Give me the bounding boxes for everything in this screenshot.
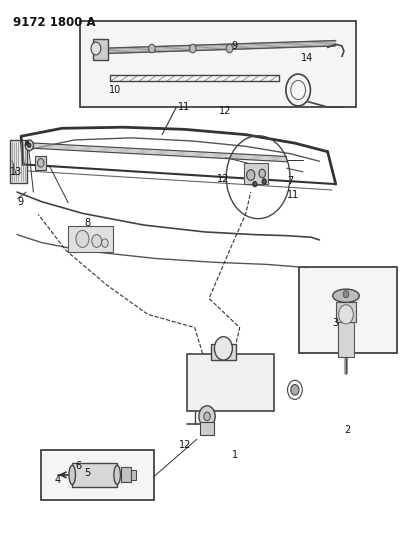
Ellipse shape [114,465,120,484]
Circle shape [76,230,89,247]
Text: 3: 3 [332,318,338,328]
Text: 2: 2 [343,425,349,435]
Bar [186,354,274,411]
Text: 6: 6 [75,462,81,471]
Circle shape [101,239,108,247]
Circle shape [27,143,31,148]
Text: 12: 12 [217,174,229,184]
Text: 4: 4 [55,475,61,485]
Text: 8: 8 [84,218,90,228]
Text: 9: 9 [17,197,23,207]
Circle shape [189,44,196,53]
Circle shape [342,290,348,298]
Circle shape [198,406,215,427]
Ellipse shape [332,289,358,302]
Circle shape [91,42,101,55]
Circle shape [262,179,265,184]
Bar [35,157,45,169]
Bar [298,266,396,353]
Text: 14: 14 [300,53,312,62]
Text: 11: 11 [286,190,298,200]
Circle shape [92,235,101,247]
Bar [211,344,235,360]
Circle shape [203,412,210,421]
Circle shape [25,140,33,151]
Text: 10: 10 [109,85,121,95]
Bar [72,463,117,487]
Bar [121,467,131,482]
Bar [10,140,27,182]
Bar [131,470,136,480]
Bar [92,39,108,60]
Text: 11: 11 [178,102,190,112]
Bar [80,21,355,107]
Circle shape [25,141,29,146]
Circle shape [252,181,256,187]
Text: 13: 13 [10,167,22,177]
Text: 12: 12 [219,106,231,116]
Text: 9172 1800 A: 9172 1800 A [13,15,95,29]
Circle shape [338,305,353,324]
Circle shape [214,337,232,360]
Text: 7: 7 [286,176,292,187]
Circle shape [246,169,254,180]
Text: 5: 5 [84,468,90,478]
Circle shape [290,384,298,395]
Circle shape [226,44,232,53]
Bar [40,450,154,500]
Text: 12: 12 [179,440,191,450]
Ellipse shape [69,465,75,484]
Bar [337,322,353,357]
Text: 1: 1 [231,450,237,460]
Bar [243,163,267,184]
Circle shape [258,169,265,177]
Circle shape [37,159,44,167]
Text: 9: 9 [231,41,237,51]
Bar [335,302,355,322]
Bar [68,226,113,252]
Bar [199,422,214,435]
Circle shape [148,44,155,53]
